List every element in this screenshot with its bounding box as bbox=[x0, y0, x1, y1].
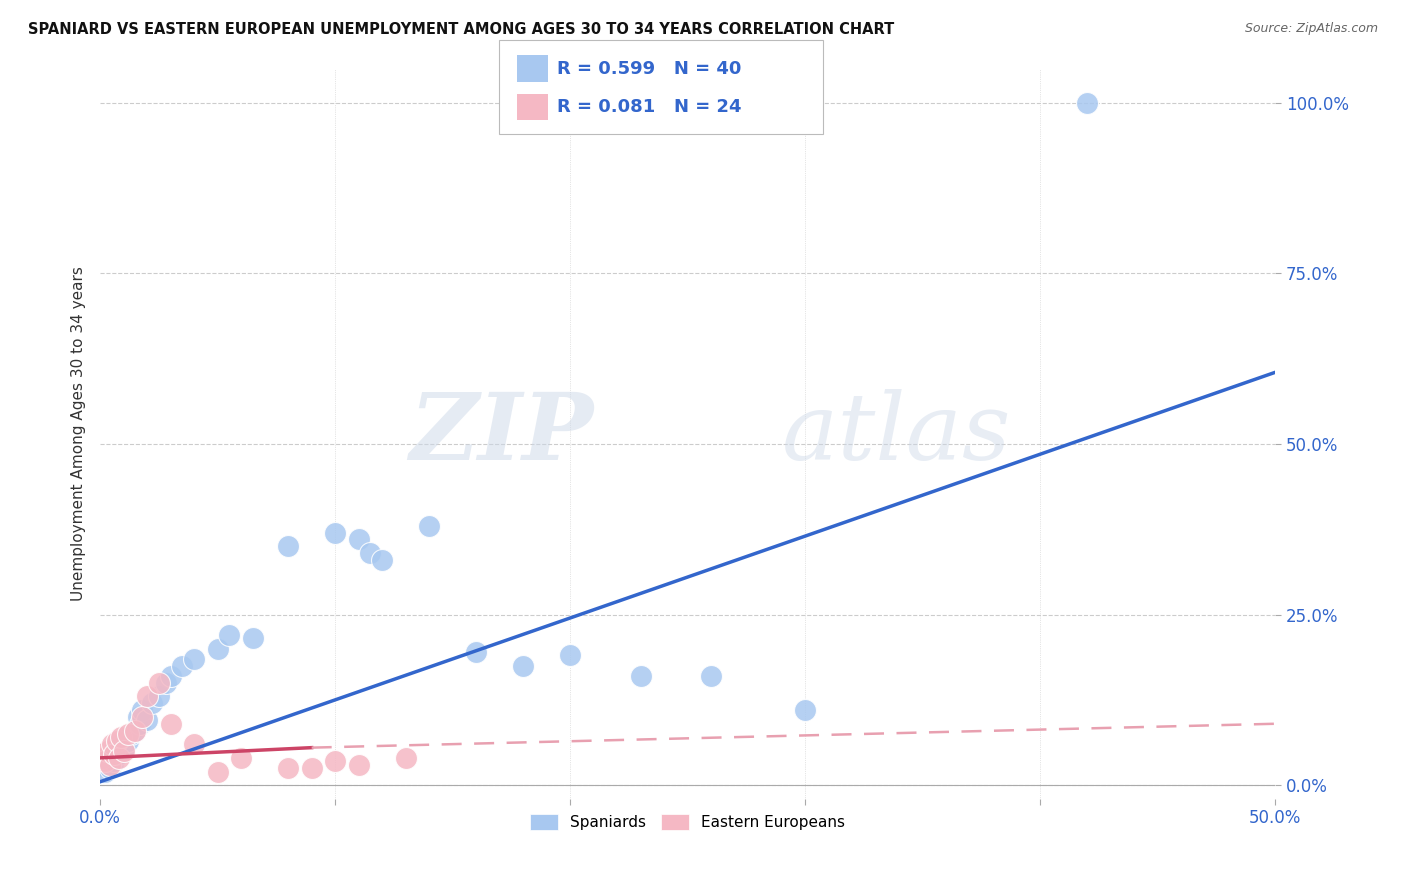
Point bbox=[110, 731, 132, 745]
Point bbox=[110, 737, 132, 751]
Point bbox=[141, 696, 163, 710]
Point bbox=[117, 727, 139, 741]
Point bbox=[347, 533, 370, 547]
Point bbox=[148, 675, 170, 690]
Point bbox=[117, 734, 139, 748]
Y-axis label: Unemployment Among Ages 30 to 34 years: Unemployment Among Ages 30 to 34 years bbox=[72, 266, 86, 601]
Point bbox=[103, 747, 125, 762]
Point bbox=[172, 658, 194, 673]
Point bbox=[131, 710, 153, 724]
Point bbox=[159, 716, 181, 731]
Text: atlas: atlas bbox=[782, 389, 1011, 479]
Point bbox=[131, 703, 153, 717]
Point bbox=[159, 669, 181, 683]
Point bbox=[94, 754, 117, 768]
Point bbox=[124, 723, 146, 738]
Point bbox=[277, 539, 299, 553]
Point bbox=[242, 632, 264, 646]
Point bbox=[103, 754, 125, 768]
Point bbox=[108, 751, 131, 765]
Point bbox=[359, 546, 381, 560]
Point bbox=[465, 645, 488, 659]
Point bbox=[98, 761, 121, 775]
Point bbox=[129, 716, 152, 731]
Point bbox=[124, 723, 146, 738]
Point bbox=[418, 518, 440, 533]
Point bbox=[148, 690, 170, 704]
Point bbox=[183, 652, 205, 666]
Point bbox=[630, 669, 652, 683]
Point bbox=[101, 751, 124, 765]
Point bbox=[112, 740, 135, 755]
Point bbox=[98, 757, 121, 772]
Point bbox=[91, 751, 114, 765]
Point bbox=[96, 744, 118, 758]
Point bbox=[108, 747, 131, 762]
Point bbox=[115, 731, 138, 745]
Point bbox=[136, 690, 159, 704]
Point bbox=[120, 727, 142, 741]
Text: R = 0.599   N = 40: R = 0.599 N = 40 bbox=[557, 60, 741, 78]
Point bbox=[231, 751, 253, 765]
Point bbox=[105, 734, 128, 748]
Point bbox=[207, 764, 229, 779]
Point bbox=[218, 628, 240, 642]
Point bbox=[371, 553, 394, 567]
Point bbox=[183, 737, 205, 751]
Point bbox=[794, 703, 817, 717]
Point bbox=[136, 714, 159, 728]
Text: SPANIARD VS EASTERN EUROPEAN UNEMPLOYMENT AMONG AGES 30 TO 34 YEARS CORRELATION : SPANIARD VS EASTERN EUROPEAN UNEMPLOYMEN… bbox=[28, 22, 894, 37]
Point bbox=[94, 764, 117, 779]
Point bbox=[105, 744, 128, 758]
Point bbox=[96, 754, 118, 768]
Point bbox=[323, 525, 346, 540]
Point bbox=[301, 761, 323, 775]
Point bbox=[207, 641, 229, 656]
Text: Source: ZipAtlas.com: Source: ZipAtlas.com bbox=[1244, 22, 1378, 36]
Point bbox=[347, 757, 370, 772]
Legend: Spaniards, Eastern Europeans: Spaniards, Eastern Europeans bbox=[526, 810, 849, 835]
Point bbox=[101, 737, 124, 751]
Point bbox=[127, 710, 149, 724]
Point bbox=[512, 658, 534, 673]
Point bbox=[323, 754, 346, 768]
Text: ZIP: ZIP bbox=[409, 389, 593, 479]
Point bbox=[91, 757, 114, 772]
Point bbox=[560, 648, 582, 663]
Point bbox=[277, 761, 299, 775]
Point bbox=[155, 675, 177, 690]
Point bbox=[395, 751, 418, 765]
Point bbox=[112, 744, 135, 758]
Point bbox=[1076, 95, 1098, 110]
Point bbox=[700, 669, 723, 683]
Text: R = 0.081   N = 24: R = 0.081 N = 24 bbox=[557, 98, 741, 116]
